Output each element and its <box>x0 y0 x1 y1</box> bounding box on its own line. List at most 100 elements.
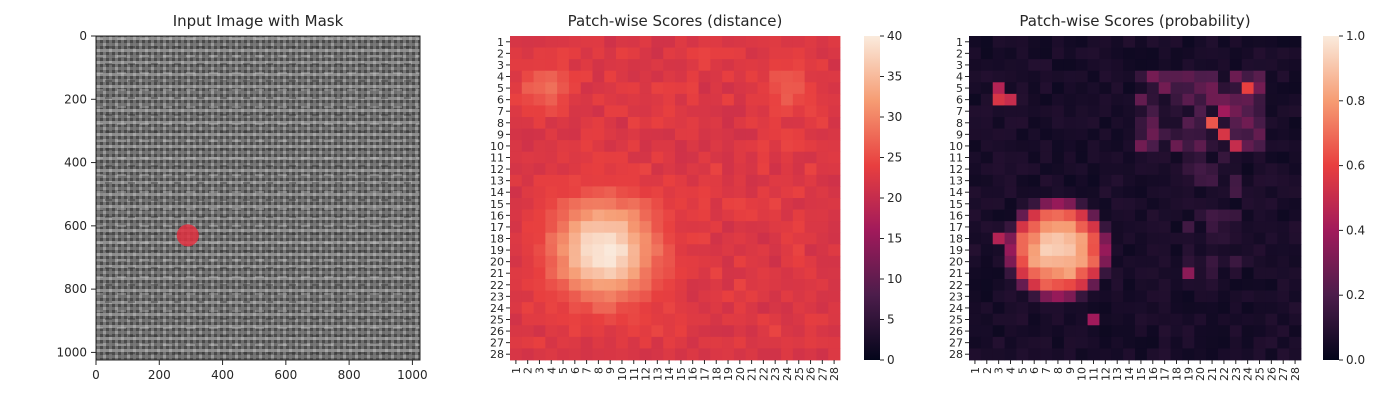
heatmap-cell <box>545 59 558 72</box>
heatmap-cell <box>1087 105 1100 118</box>
heatmap-cell <box>533 198 546 210</box>
heatmap-cell <box>1182 140 1195 153</box>
heatmap-cell <box>604 128 617 141</box>
heatmap-cell <box>969 336 982 349</box>
heatmap-cell <box>1218 117 1231 129</box>
row-tick-label: 19 <box>490 244 504 257</box>
heatmap-cell <box>804 255 817 268</box>
heatmap-cell <box>686 93 699 106</box>
heatmap-cell <box>980 128 994 141</box>
heatmap-cell <box>1229 105 1243 118</box>
col-tick-label: 27 <box>816 367 829 381</box>
row-tick-label: 13 <box>949 175 963 188</box>
heatmap-cell <box>651 128 664 141</box>
heatmap-cell <box>1135 128 1148 141</box>
heatmap-cell <box>604 198 617 210</box>
heatmap-cell <box>1146 47 1160 60</box>
heatmap-cell <box>568 325 582 338</box>
heatmap-cell <box>769 47 782 60</box>
heatmap-cell <box>733 244 747 257</box>
heatmap-cell <box>627 336 641 349</box>
heatmap-cell <box>1218 325 1231 338</box>
heatmap-cell <box>616 267 629 280</box>
heatmap-cell <box>1241 117 1254 129</box>
heatmap-cell <box>533 93 546 106</box>
heatmap-cell <box>1182 232 1195 245</box>
row-tick-label: 2 <box>956 47 963 60</box>
heatmap-cell <box>828 117 841 129</box>
col-tick-label: 17 <box>698 367 711 381</box>
colorbar-tick-label: 0 <box>887 353 895 367</box>
heatmap-cell <box>1229 279 1243 291</box>
heatmap-cell <box>1052 348 1065 361</box>
heatmap-cell <box>533 36 546 48</box>
heatmap-cell <box>1194 59 1207 72</box>
heatmap-cell <box>639 267 652 280</box>
heatmap-cell <box>781 174 794 187</box>
heatmap-cell <box>604 302 617 315</box>
row-tick-label: 24 <box>490 302 504 315</box>
heatmap-cell <box>1265 70 1278 83</box>
heatmap-cell <box>1004 93 1017 106</box>
heatmap-cell <box>568 174 582 187</box>
heatmap-cell <box>1146 290 1160 303</box>
heatmap-cell <box>1123 209 1136 222</box>
col-tick-label: 16 <box>1147 367 1160 381</box>
heatmap-cell <box>1289 198 1302 210</box>
heatmap-cell <box>757 198 770 210</box>
heatmap-cell <box>639 174 652 187</box>
heatmap-cell <box>627 302 641 315</box>
heatmap-cell <box>710 290 723 303</box>
heatmap-cell <box>1146 70 1160 83</box>
colorbar-tick-label: 0.6 <box>1346 159 1365 173</box>
heatmap-cell <box>639 221 652 234</box>
heatmap-cell <box>992 209 1005 222</box>
heatmap-cell <box>1277 198 1290 210</box>
heatmap-cell <box>510 82 523 95</box>
col-tick-label: 26 <box>1265 367 1278 381</box>
heatmap-cell <box>969 232 982 245</box>
heatmap-cell <box>992 105 1005 118</box>
heatmap-cell <box>663 93 676 106</box>
heatmap-cell <box>663 174 676 187</box>
heatmap-cell <box>1028 105 1041 118</box>
heatmap-cell <box>1087 267 1100 280</box>
heatmap-cell <box>1099 140 1112 153</box>
heatmap-cell <box>1146 336 1160 349</box>
heatmap-cell <box>1277 336 1290 349</box>
heatmap-cell <box>757 325 770 338</box>
heatmap-cell <box>992 70 1005 83</box>
heatmap-cell <box>698 174 711 187</box>
heatmap-cell <box>992 174 1005 187</box>
heatmap-cell <box>1004 82 1017 95</box>
heatmap-cell <box>1063 244 1077 257</box>
heatmap-cell <box>969 221 982 234</box>
heatmap-cell <box>533 82 546 95</box>
heatmap-cell <box>521 255 534 268</box>
heatmap-cell <box>1063 70 1077 83</box>
heatmap-cell <box>686 186 699 199</box>
heatmap-cell <box>510 244 523 257</box>
heatmap-cell <box>710 232 723 245</box>
col-tick-label: 15 <box>675 367 688 381</box>
heatmap-cell <box>1194 36 1207 48</box>
heatmap-cell <box>592 174 605 187</box>
heatmap-cell <box>510 128 523 141</box>
heatmap-cell <box>792 325 806 338</box>
heatmap-cell <box>733 140 747 153</box>
heatmap-cell <box>1040 232 1053 245</box>
heatmap-cell <box>1170 186 1183 199</box>
heatmap-cell <box>568 128 582 141</box>
col-tick-label: 24 <box>1242 367 1255 381</box>
heatmap-cell <box>769 140 782 153</box>
heatmap-cell <box>792 232 806 245</box>
row-tick-label: 19 <box>949 244 963 257</box>
heatmap-cell <box>1099 151 1112 164</box>
heatmap-cell <box>663 348 676 361</box>
col-tick-label: 13 <box>1111 367 1124 381</box>
heatmap-cell <box>816 151 829 164</box>
heatmap-cell <box>1206 36 1219 48</box>
probability-row-ticks: 1234567891011121314151617181920212223242… <box>949 36 969 361</box>
col-tick-label: 21 <box>746 367 759 381</box>
heatmap-cell <box>769 279 782 291</box>
